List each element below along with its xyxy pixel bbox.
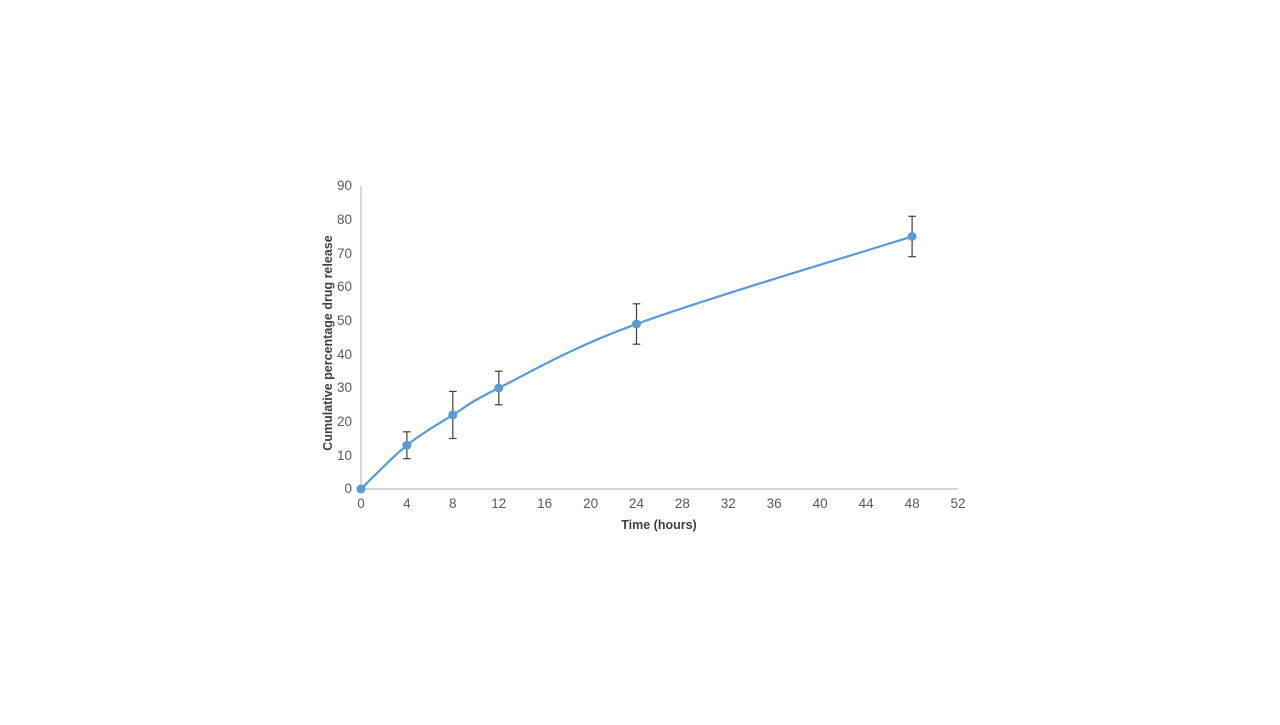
svg-text:48: 48 <box>905 496 920 511</box>
svg-text:20: 20 <box>583 496 598 511</box>
svg-text:36: 36 <box>767 496 782 511</box>
svg-text:60: 60 <box>337 279 352 294</box>
svg-text:30: 30 <box>337 380 352 395</box>
svg-text:0: 0 <box>344 481 352 496</box>
svg-text:80: 80 <box>337 212 352 227</box>
svg-text:50: 50 <box>337 313 352 328</box>
svg-text:24: 24 <box>629 496 645 511</box>
svg-text:28: 28 <box>675 496 690 511</box>
svg-text:0: 0 <box>357 496 365 511</box>
svg-text:90: 90 <box>337 178 352 193</box>
svg-text:8: 8 <box>449 496 457 511</box>
svg-text:4: 4 <box>403 496 411 511</box>
svg-text:20: 20 <box>337 414 352 429</box>
svg-text:40: 40 <box>337 347 352 362</box>
svg-text:40: 40 <box>813 496 828 511</box>
svg-text:70: 70 <box>337 246 352 261</box>
svg-text:52: 52 <box>950 496 965 511</box>
svg-text:16: 16 <box>537 496 552 511</box>
svg-text:10: 10 <box>337 448 352 463</box>
svg-text:Time (hours): Time (hours) <box>621 518 696 532</box>
svg-text:Cumulative percentage drug rel: Cumulative percentage drug release <box>321 235 335 450</box>
svg-text:12: 12 <box>491 496 506 511</box>
svg-text:32: 32 <box>721 496 736 511</box>
svg-text:44: 44 <box>859 496 875 511</box>
